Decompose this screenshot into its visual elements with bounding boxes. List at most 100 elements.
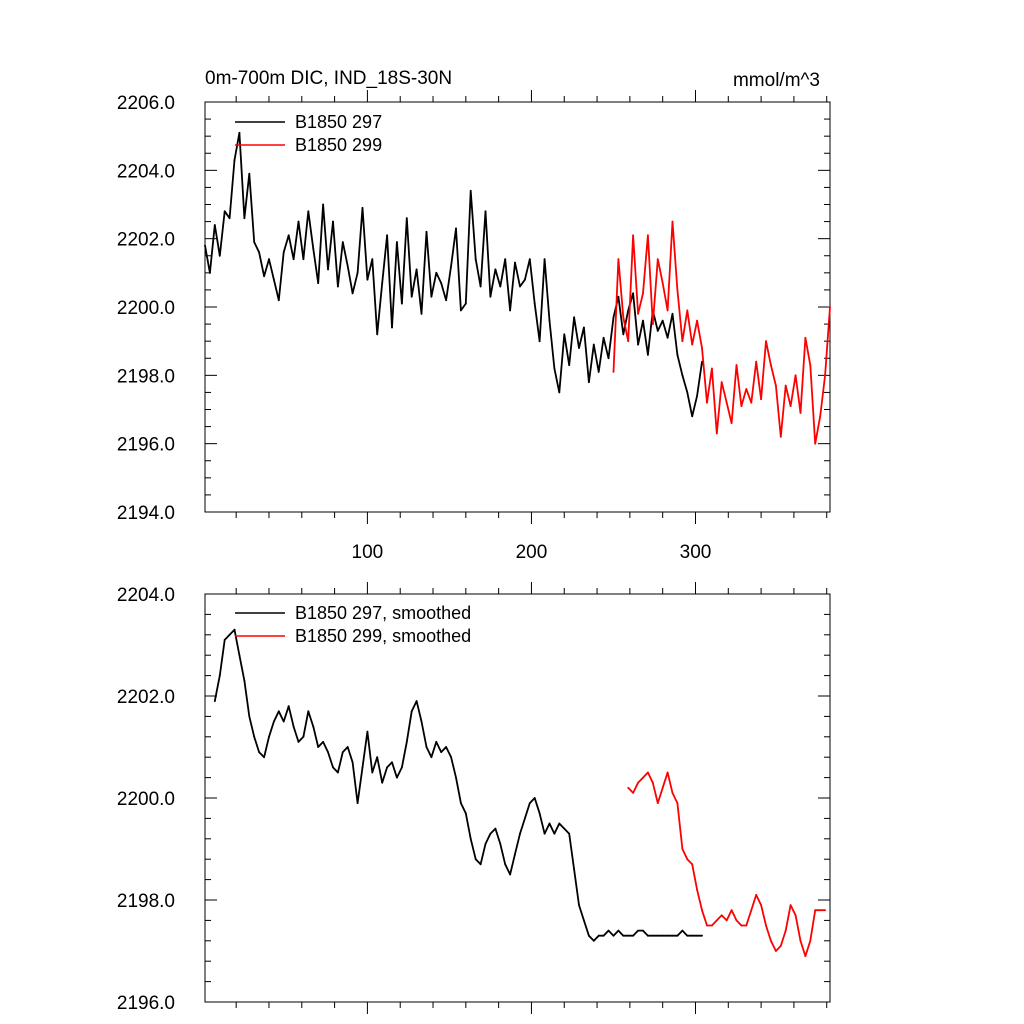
data-point [642,776,644,779]
data-point [253,735,256,738]
data-point [464,302,467,305]
data-point [258,751,261,753]
data-point [627,340,630,343]
data-point [691,863,694,866]
data-point [819,909,822,912]
data-point [248,715,251,718]
data-point [430,295,433,298]
data-point [509,873,512,876]
data-point [519,285,521,288]
data-point [661,786,664,789]
series-line-1 [204,131,703,418]
data-point [336,285,339,288]
data-point [637,929,639,932]
data-point [277,710,280,713]
data-point [469,189,472,192]
data-point [592,343,595,346]
data-point [755,360,758,363]
plot-frame [204,593,831,1003]
legend-label-2: B1850 299 [295,135,382,155]
data-point [681,374,684,377]
data-point [558,391,561,394]
data-point [213,700,216,702]
data-point [691,934,694,937]
data-point [223,639,226,641]
data-point [676,802,679,804]
data-point [647,234,649,237]
data-point [632,792,635,794]
data-point [750,909,753,912]
data-point [789,405,792,407]
data-point [696,394,699,397]
data-point [420,720,423,723]
data-point [489,832,492,835]
data-point [504,863,507,866]
data-point [445,299,448,302]
data-point [676,353,679,356]
data-point [209,271,211,274]
data-point [725,401,728,404]
data-point [253,241,256,243]
data-point [548,319,551,322]
data-point [263,756,265,759]
data-point [371,771,374,774]
data-point [745,388,748,390]
data-point [696,888,699,891]
data-point [381,282,384,284]
data-point [612,934,615,937]
data-point [715,432,718,435]
data-point [494,268,497,271]
data-point [573,316,575,319]
data-point [760,398,763,401]
data-point [666,771,669,774]
data-point [287,234,290,237]
data-point [268,258,270,261]
data-point [386,234,388,237]
chart-title: 0m-700m DIC, IND_18S-30N [205,68,452,89]
data-point [617,295,620,298]
data-point [578,904,580,906]
data-point [243,679,246,682]
data-point [701,347,703,349]
data-point [317,282,320,284]
data-point [819,415,822,418]
data-point [804,955,807,957]
data-point [696,319,699,322]
y-tick-label: 2198.0 [117,891,175,912]
data-point [770,939,772,942]
data-point [430,756,433,759]
data-point [647,934,649,937]
data-point [297,220,300,223]
x-tick-label: 300 [680,542,712,563]
data-point [730,909,733,912]
data-point [391,761,393,764]
data-point [637,781,639,784]
data-point [445,746,448,748]
data-point [528,258,531,261]
data-point [627,786,630,789]
data-point [386,766,388,769]
data-point [268,735,270,738]
series-line-2 [612,220,831,445]
data-point [607,357,610,360]
data-point [765,340,767,343]
data-point [814,442,817,445]
data-point [622,934,625,937]
data-point [410,295,413,298]
data-point [681,929,684,932]
data-point [676,934,679,937]
data-point [671,220,674,223]
data-point [509,309,512,312]
data-point [676,289,679,291]
data-point [376,756,379,759]
data-point [474,858,477,861]
data-point [735,919,738,922]
data-point [479,285,482,288]
legend-label-2: B1850 299, smoothed [295,626,471,646]
data-point [282,720,285,723]
data-point [804,336,807,339]
data-point [720,914,723,917]
data-point [400,766,403,769]
data-point [587,934,590,937]
